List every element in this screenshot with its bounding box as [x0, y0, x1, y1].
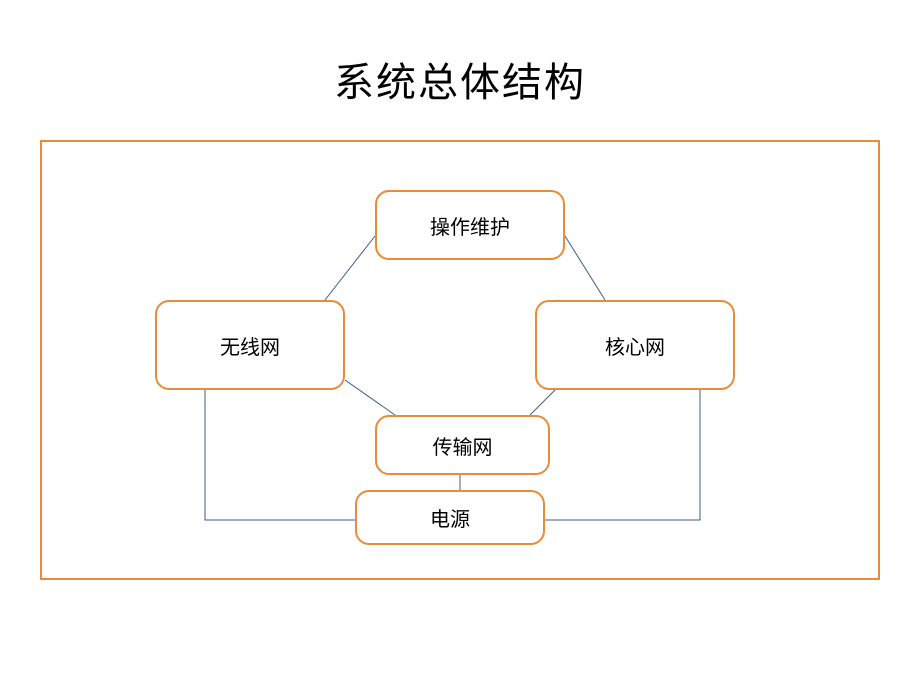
node-label: 传输网: [433, 431, 493, 460]
node-label: 操作维护: [430, 211, 510, 240]
node-ops: 操作维护: [375, 190, 565, 260]
node-radio: 无线网: [155, 300, 345, 390]
edge-ops-radio: [325, 236, 375, 300]
edges-layer: [0, 0, 920, 690]
node-core: 核心网: [535, 300, 735, 390]
edge-radio-trans: [345, 380, 395, 415]
edge-ops-core: [565, 236, 605, 300]
node-label: 电源: [430, 503, 470, 532]
node-trans: 传输网: [375, 415, 550, 475]
node-label: 无线网: [220, 331, 280, 360]
node-label: 核心网: [605, 331, 665, 360]
edge-core-power: [545, 390, 700, 520]
edge-radio-power: [205, 390, 355, 520]
node-power: 电源: [355, 490, 545, 545]
